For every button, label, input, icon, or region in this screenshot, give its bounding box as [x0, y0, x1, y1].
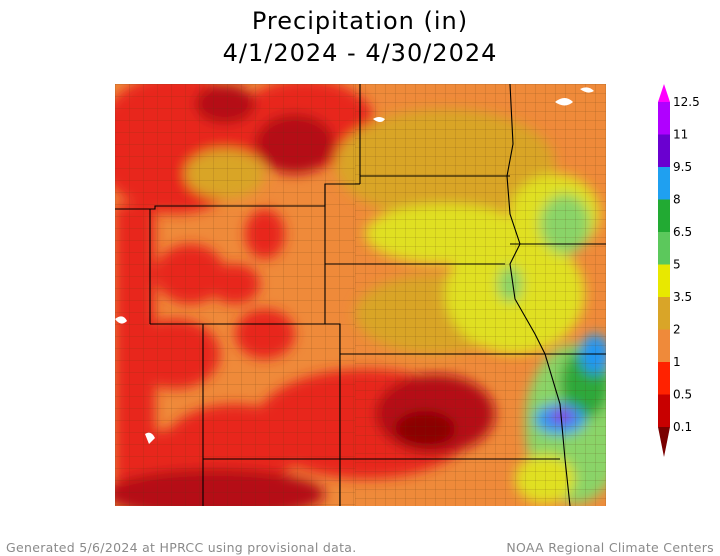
map-date-range: 4/1/2024 - 4/30/2024: [222, 39, 498, 67]
legend-label: 5: [673, 258, 681, 272]
legend-swatch: [658, 329, 670, 362]
legend-label: 6.5: [673, 225, 692, 239]
lake-shape: [373, 117, 385, 122]
legend-label: 12.5: [673, 95, 700, 109]
precipitation-legend: 12.5 11 9.5 8 6.5 5 3.5 2 1 0.5 0.1: [658, 84, 700, 457]
legend-swatch: [658, 199, 670, 232]
legend-swatch: [658, 232, 670, 265]
state-boundaries: [115, 84, 606, 506]
lake-shape: [580, 87, 594, 93]
precipitation-map: [115, 84, 606, 506]
legend-label: 2: [673, 323, 681, 337]
legend-swatch: [658, 362, 670, 395]
legend-swatch: [658, 167, 670, 200]
lake-shape: [555, 98, 573, 106]
legend-label: 0.1: [673, 420, 692, 434]
legend-swatch: [658, 102, 670, 135]
legend-swatch: [658, 134, 670, 167]
legend-label: 1: [673, 355, 681, 369]
legend-label: 0.5: [673, 388, 692, 402]
legend-label: 9.5: [673, 160, 692, 174]
legend-swatch: [658, 297, 670, 330]
map-title: Precipitation (in): [251, 7, 469, 35]
generated-note: Generated 5/6/2024 at HPRCC using provis…: [6, 540, 357, 555]
lake-shape: [145, 432, 155, 444]
legend-swatch: [658, 394, 670, 427]
legend-label: 11: [673, 128, 688, 142]
lake-shape: [115, 316, 127, 324]
legend-arrow-top: [658, 84, 670, 102]
legend-label: 3.5: [673, 290, 692, 304]
legend-swatch: [658, 264, 670, 297]
source-credit: NOAA Regional Climate Centers: [506, 540, 714, 555]
county-lines-west: [115, 84, 355, 506]
legend-arrow-bottom: [658, 427, 670, 457]
legend-label: 8: [673, 193, 681, 207]
county-lines-east: [355, 84, 606, 506]
